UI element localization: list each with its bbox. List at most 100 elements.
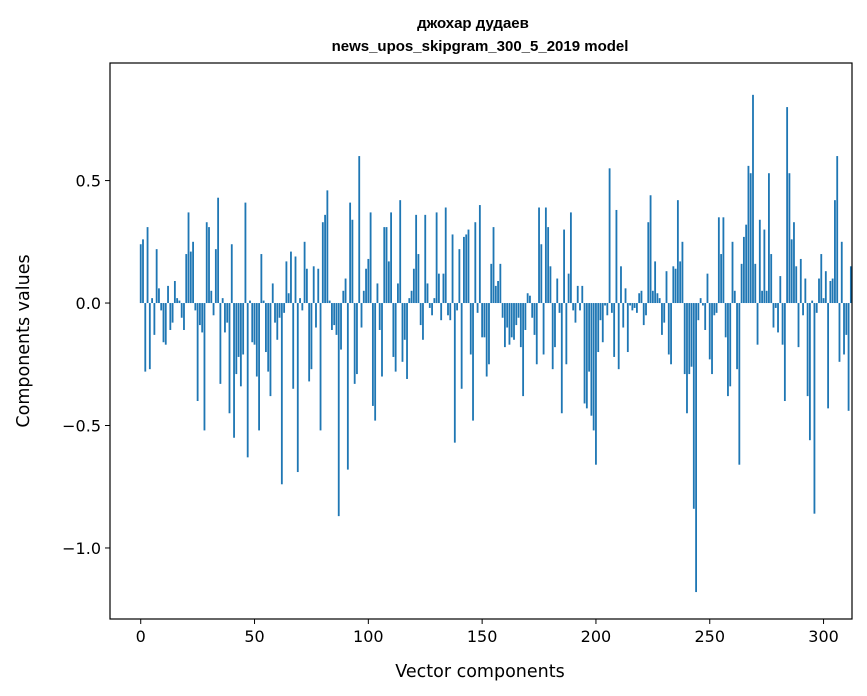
bar-300 — [822, 298, 825, 304]
x-axis-label: Vector components — [395, 662, 564, 682]
bar-118 — [408, 298, 411, 304]
bar-276 — [768, 173, 770, 304]
bar-84 — [331, 303, 333, 330]
bar-44 — [239, 303, 242, 387]
bar-245 — [697, 303, 700, 321]
bar-10 — [162, 303, 165, 343]
bar-128 — [431, 303, 433, 316]
bar-281 — [779, 276, 782, 304]
bar-40 — [230, 244, 233, 304]
bar-62 — [280, 303, 283, 485]
bar-175 — [538, 207, 540, 304]
bar-99 — [365, 268, 367, 304]
bar-294 — [808, 303, 811, 441]
x-tick-label: 300 — [808, 627, 839, 646]
bar-228 — [658, 298, 661, 304]
bar-139 — [456, 303, 459, 311]
bar-235 — [674, 268, 677, 304]
bar-68 — [294, 256, 297, 304]
bar-135 — [447, 303, 449, 316]
bar-298 — [818, 278, 820, 304]
bar-178 — [544, 207, 547, 304]
bar-97 — [360, 303, 363, 328]
bar-67 — [292, 303, 295, 389]
bar-38 — [226, 303, 229, 323]
bar-237 — [679, 261, 682, 304]
bar-146 — [472, 303, 474, 421]
bar-282 — [781, 303, 784, 345]
bar-41 — [233, 303, 235, 438]
bar-3 — [146, 227, 149, 304]
bar-183 — [556, 278, 559, 304]
bar-242 — [690, 303, 693, 367]
bar-262 — [736, 303, 738, 370]
bar-96 — [358, 156, 361, 304]
bar-158 — [499, 263, 502, 304]
bar-1 — [142, 239, 144, 304]
bar-105 — [378, 303, 381, 330]
bar-116 — [403, 303, 406, 340]
bar-34 — [217, 197, 220, 304]
bar-51 — [255, 303, 258, 377]
bar-137 — [451, 234, 454, 304]
bar-33 — [214, 249, 217, 304]
chart-title: джохар дудаев — [417, 15, 529, 32]
bar-36 — [221, 298, 224, 304]
bar-149 — [478, 205, 481, 304]
bar-311 — [847, 303, 850, 411]
bar-13 — [169, 303, 172, 330]
bar-220 — [640, 290, 643, 304]
bar-155 — [492, 227, 495, 304]
bar-107 — [383, 227, 386, 304]
bar-202 — [599, 303, 602, 321]
x-tick-label: 50 — [244, 627, 264, 646]
bar-213 — [624, 288, 627, 304]
bar-138 — [453, 303, 456, 443]
bar-103 — [374, 303, 377, 421]
bar-153 — [488, 303, 490, 365]
bar-193 — [579, 303, 581, 311]
bar-115 — [401, 303, 404, 362]
bar-166 — [517, 303, 520, 318]
bar-144 — [467, 229, 470, 304]
bar-265 — [742, 236, 745, 304]
y-tick-label: 0.0 — [76, 294, 101, 313]
bar-152 — [485, 303, 488, 377]
bar-24 — [194, 303, 197, 311]
bar-189 — [569, 212, 572, 304]
bar-244 — [695, 303, 697, 593]
bar-23 — [192, 241, 194, 304]
bar-104 — [376, 283, 379, 304]
bar-28 — [203, 303, 206, 431]
bar-275 — [765, 290, 768, 304]
bar-182 — [554, 303, 556, 348]
bar-142 — [463, 236, 465, 304]
bar-253 — [715, 303, 718, 313]
bar-258 — [727, 303, 729, 397]
bar-203 — [601, 303, 604, 343]
bar-81 — [324, 214, 326, 304]
bar-290 — [799, 258, 802, 304]
x-tick-label: 250 — [694, 627, 725, 646]
bar-224 — [649, 195, 652, 304]
chart-subtitle: news_upos_skipgram_300_5_2019 model — [332, 38, 629, 55]
bar-141 — [460, 303, 463, 389]
bar-159 — [501, 303, 504, 318]
bar-50 — [253, 303, 256, 345]
bar-114 — [399, 200, 402, 304]
x-axis-ticks: 0 50 100 150 200 250 300 — [136, 619, 839, 646]
bar-145 — [469, 303, 472, 355]
bar-72 — [303, 241, 306, 304]
bar-21 — [187, 212, 190, 304]
bar-310 — [845, 303, 848, 335]
bar-297 — [815, 303, 818, 313]
bar-207 — [610, 303, 613, 313]
bar-66 — [290, 251, 292, 304]
bar-129 — [433, 298, 436, 304]
bar-199 — [592, 303, 595, 431]
bar-2 — [144, 303, 147, 372]
bar-251 — [711, 303, 713, 375]
bar-306 — [836, 156, 839, 304]
bar-181 — [551, 303, 554, 370]
